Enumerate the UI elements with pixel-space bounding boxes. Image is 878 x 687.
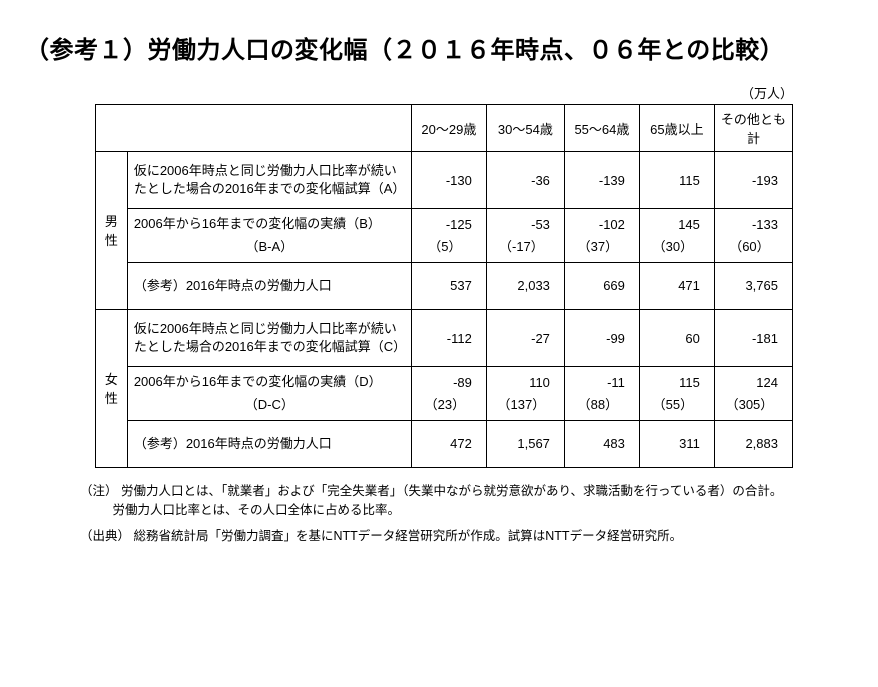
female-c-v1: -27 (486, 309, 564, 366)
male-ref-v4: 3,765 (714, 262, 792, 309)
female-d-d0: （23） (418, 394, 472, 413)
male-b-d0: （5） (418, 236, 472, 255)
note-1a: （注） 労働力人口とは、「就業者」および「完全失業者」（失業中ながら就労意欲があ… (80, 484, 782, 498)
male-b-v2: -102 (599, 217, 625, 232)
female-category-label: 女性 (96, 309, 128, 467)
male-category-label: 男性 (96, 152, 128, 310)
male-b-c4: -133 （60） (714, 209, 792, 262)
male-b-c3: 145 （30） (639, 209, 714, 262)
female-ref-v3: 311 (639, 420, 714, 467)
female-c-desc: 仮に2006年時点と同じ労働力人口比率が続いたとした場合の2016年までの変化幅… (127, 309, 411, 366)
female-c-v2: -99 (564, 309, 639, 366)
female-d-sub: （D-C） (134, 396, 405, 414)
male-row-b: 2006年から16年までの変化幅の実績（B） （B-A） -125 （5） -53… (96, 209, 793, 262)
footnotes: （注） 労働力人口とは、「就業者」および「完全失業者」（失業中ながら就労意欲があ… (80, 482, 808, 546)
female-d-v1: 110 (529, 375, 550, 390)
male-a-v3: 115 (639, 152, 714, 209)
male-b-desc: 2006年から16年までの変化幅の実績（B） (134, 216, 381, 231)
female-d-c1: 110 （137） (486, 367, 564, 420)
note-2: （出典） 総務省統計局「労働力調査」を基にNTTデータ経営研究所が作成。試算はN… (80, 527, 808, 546)
male-b-c2: -102 （37） (564, 209, 639, 262)
labor-force-table: 20～29歳 30～54歳 55～64歳 65歳以上 その他とも計 男性 仮に2… (95, 104, 793, 468)
unit-label: （万人） (25, 83, 793, 102)
male-b-v4: -133 (752, 217, 778, 232)
col-age-30-54: 30～54歳 (486, 105, 564, 152)
male-ref-v0: 537 (411, 262, 486, 309)
male-a-v2: -139 (564, 152, 639, 209)
female-d-d2: （88） (571, 394, 625, 413)
female-d-c4: 124 （305） (714, 367, 792, 420)
male-b-c1: -53 （-17） (486, 209, 564, 262)
male-a-v1: -36 (486, 152, 564, 209)
female-d-v3: 115 (679, 375, 700, 390)
col-age-55-64: 55～64歳 (564, 105, 639, 152)
female-d-c0: -89 （23） (411, 367, 486, 420)
male-b-v0: -125 (446, 217, 472, 232)
header-row: 20～29歳 30～54歳 55～64歳 65歳以上 その他とも計 (96, 105, 793, 152)
female-ref-v0: 472 (411, 420, 486, 467)
male-ref-desc: （参考）2016年時点の労働力人口 (127, 262, 411, 309)
female-c-v0: -112 (411, 309, 486, 366)
female-d-desc-cell: 2006年から16年までの変化幅の実績（D） （D-C） (127, 367, 411, 420)
male-b-sub: （B-A） (134, 238, 405, 256)
male-b-d3: （30） (646, 236, 700, 255)
male-b-c0: -125 （5） (411, 209, 486, 262)
col-age-65plus: 65歳以上 (639, 105, 714, 152)
male-b-d2: （37） (571, 236, 625, 255)
male-ref-v2: 669 (564, 262, 639, 309)
female-d-d4: （305） (721, 394, 778, 413)
female-d-d3: （55） (646, 394, 700, 413)
page-title: （参考１）労働力人口の変化幅（２０１６年時点、０６年との比較） (25, 30, 853, 65)
male-b-v1: -53 (531, 217, 550, 232)
male-b-d1: （-17） (493, 236, 550, 255)
female-c-v3: 60 (639, 309, 714, 366)
col-total-line1: その他 (721, 112, 760, 127)
female-ref-v1: 1,567 (486, 420, 564, 467)
female-d-desc: 2006年から16年までの変化幅の実績（D） (134, 374, 382, 389)
male-a-desc: 仮に2006年時点と同じ労働力人口比率が続いたとした場合の2016年までの変化幅… (127, 152, 411, 209)
note-1: （注） 労働力人口とは、「就業者」および「完全失業者」（失業中ながら就労意欲があ… (80, 482, 808, 520)
note-1b: 労働力人口比率とは、その人口全体に占める比率。 (80, 501, 808, 520)
male-a-v0: -130 (411, 152, 486, 209)
female-c-v4: -181 (714, 309, 792, 366)
female-d-v4: 124 (756, 375, 778, 390)
col-total: その他とも計 (714, 105, 792, 152)
female-d-v2: -11 (607, 375, 625, 390)
female-d-c2: -11 （88） (564, 367, 639, 420)
col-age-20-29: 20～29歳 (411, 105, 486, 152)
header-blank (96, 105, 412, 152)
female-row-ref: （参考）2016年時点の労働力人口 472 1,567 483 311 2,88… (96, 420, 793, 467)
female-d-c3: 115 （55） (639, 367, 714, 420)
data-table-container: 20～29歳 30～54歳 55～64歳 65歳以上 その他とも計 男性 仮に2… (95, 104, 793, 468)
male-row-a: 男性 仮に2006年時点と同じ労働力人口比率が続いたとした場合の2016年までの… (96, 152, 793, 209)
male-b-v3: 145 (678, 217, 700, 232)
female-ref-v2: 483 (564, 420, 639, 467)
female-ref-v4: 2,883 (714, 420, 792, 467)
male-a-v4: -193 (714, 152, 792, 209)
male-ref-v3: 471 (639, 262, 714, 309)
male-b-desc-cell: 2006年から16年までの変化幅の実績（B） （B-A） (127, 209, 411, 262)
male-b-d4: （60） (721, 236, 778, 255)
male-row-ref: （参考）2016年時点の労働力人口 537 2,033 669 471 3,76… (96, 262, 793, 309)
female-row-d: 2006年から16年までの変化幅の実績（D） （D-C） -89 （23） 110… (96, 367, 793, 420)
female-ref-desc: （参考）2016年時点の労働力人口 (127, 420, 411, 467)
female-d-v0: -89 (453, 375, 472, 390)
female-row-c: 女性 仮に2006年時点と同じ労働力人口比率が続いたとした場合の2016年までの… (96, 309, 793, 366)
female-d-d1: （137） (493, 394, 550, 413)
male-ref-v1: 2,033 (486, 262, 564, 309)
